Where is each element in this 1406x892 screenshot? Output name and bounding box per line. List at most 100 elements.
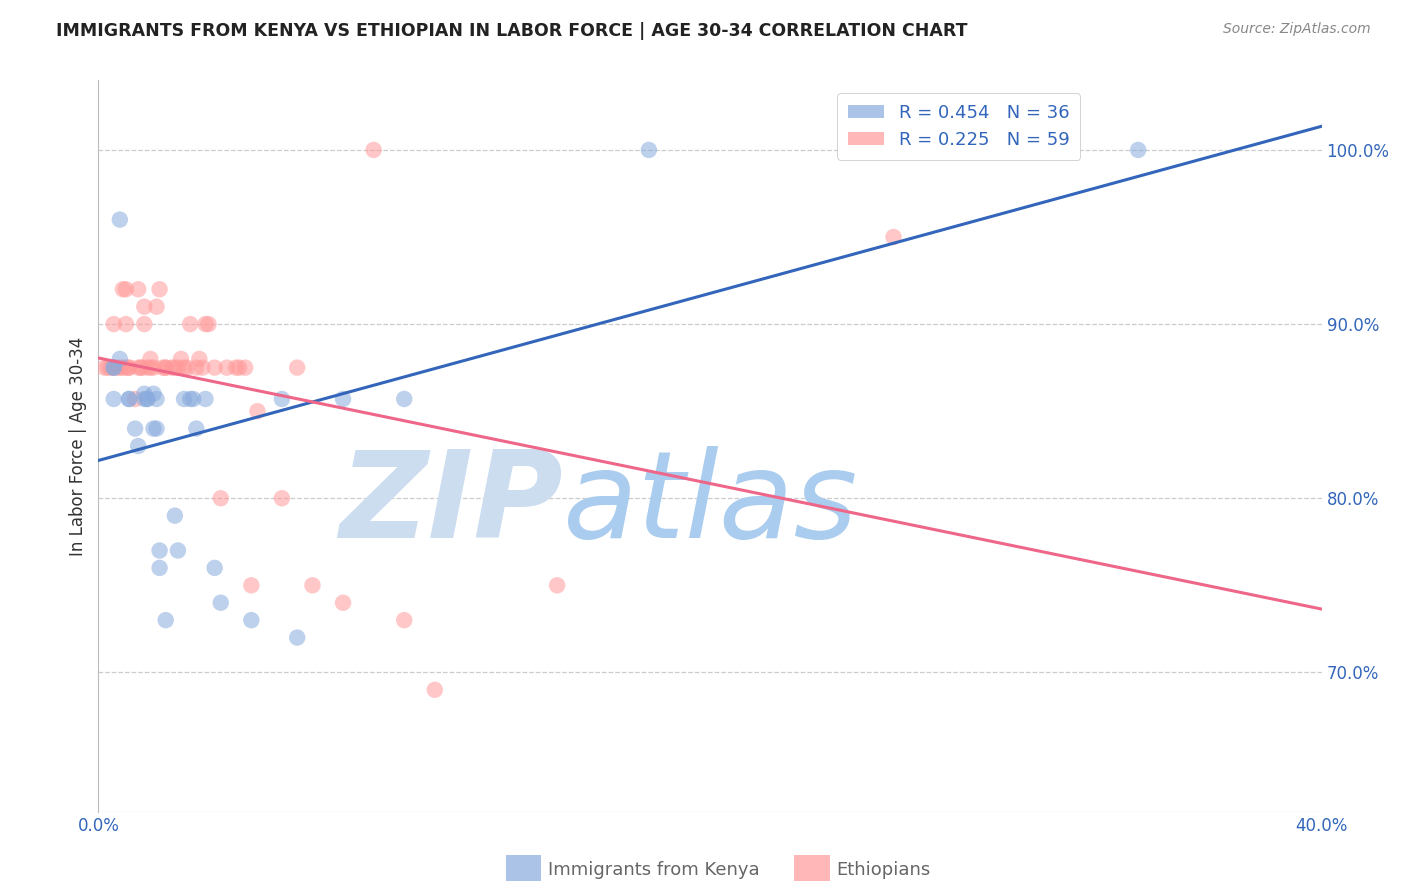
Point [392,392,416,406]
Legend: R = 0.454   N = 36, R = 0.225   N = 59: R = 0.454 N = 36, R = 0.225 N = 59 [837,93,1080,160]
Point [392,613,416,627]
Point [142,421,165,435]
Point [173,360,195,375]
Point [546,578,568,592]
Point [108,212,131,227]
Point [332,392,354,406]
Point [108,351,131,366]
Point [127,360,149,375]
Point [204,561,226,575]
Point [160,360,183,375]
Point [149,282,172,296]
Point [883,230,905,244]
Point [246,404,269,418]
Point [115,360,138,375]
Point [204,360,226,375]
Point [145,300,167,314]
Point [240,578,263,592]
Point [167,360,190,375]
Point [105,360,128,375]
Point [103,360,125,375]
Point [108,360,131,375]
Point [127,282,149,296]
Text: Source: ZipAtlas.com: Source: ZipAtlas.com [1223,22,1371,37]
Point [1128,143,1150,157]
Point [167,543,190,558]
Point [188,351,211,366]
Point [134,300,156,314]
Point [129,360,152,375]
Text: atlas: atlas [564,446,859,563]
Point [285,631,308,645]
Point [145,421,167,435]
Point [118,360,141,375]
Text: Immigrants from Kenya: Immigrants from Kenya [548,861,761,879]
Text: IMMIGRANTS FROM KENYA VS ETHIOPIAN IN LABOR FORCE | AGE 30-34 CORRELATION CHART: IMMIGRANTS FROM KENYA VS ETHIOPIAN IN LA… [56,22,967,40]
Point [155,360,177,375]
Point [225,360,247,375]
Point [181,392,204,406]
Point [176,360,198,375]
Point [103,360,125,375]
Point [179,392,201,406]
Point [139,360,162,375]
Point [142,386,165,401]
Point [124,421,146,435]
Point [240,613,263,627]
Point [197,317,219,331]
Point [136,392,159,406]
Point [124,392,146,406]
Point [163,508,186,523]
Point [270,491,292,506]
Point [270,392,292,406]
Point [103,317,125,331]
Point [115,317,138,331]
Point [136,360,159,375]
Point [139,351,162,366]
Point [155,360,177,375]
Point [155,613,177,627]
Point [103,392,125,406]
Point [209,596,232,610]
Point [149,561,172,575]
Y-axis label: In Labor Force | Age 30-34: In Labor Force | Age 30-34 [69,336,87,556]
Point [134,392,156,406]
Point [209,491,232,506]
Point [136,392,159,406]
Point [179,317,201,331]
Point [186,360,208,375]
Point [215,360,238,375]
Text: ZIP: ZIP [339,446,564,563]
Point [111,282,134,296]
Point [149,543,172,558]
Point [186,421,208,435]
Point [152,360,174,375]
Point [115,282,138,296]
Point [233,360,256,375]
Point [97,360,120,375]
Point [93,360,115,375]
Point [103,360,125,375]
Point [170,351,193,366]
Point [111,360,134,375]
Point [127,439,149,453]
Point [228,360,250,375]
Point [134,317,156,331]
Point [118,360,141,375]
Point [301,578,323,592]
Point [194,317,217,331]
Point [163,360,186,375]
Point [142,360,165,375]
Point [118,392,141,406]
Point [129,360,152,375]
Point [100,360,122,375]
Point [423,682,446,697]
Point [118,392,141,406]
Point [173,392,195,406]
Point [194,392,217,406]
Point [637,143,661,157]
Point [285,360,308,375]
Point [191,360,214,375]
Point [332,596,354,610]
Point [134,386,156,401]
